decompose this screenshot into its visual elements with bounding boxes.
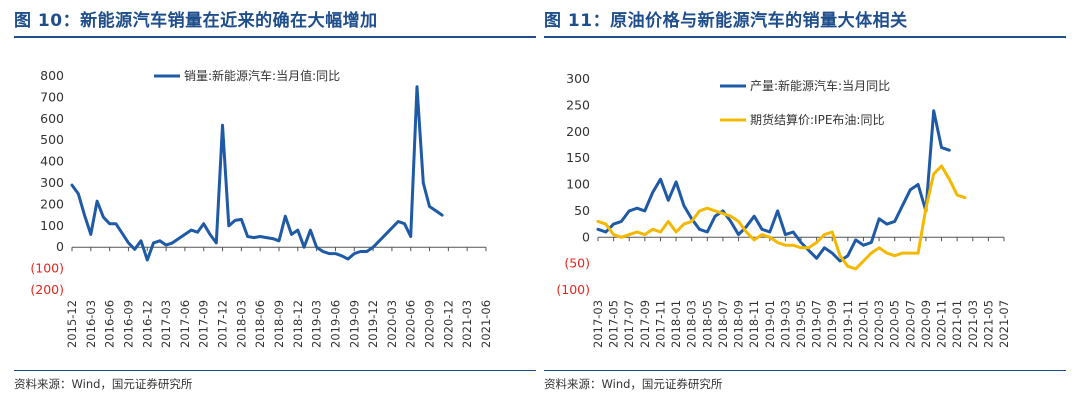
figure-11-title-rule [544, 36, 1066, 38]
x-tick-label: 2020-03 [872, 300, 886, 348]
x-tick-label: 2021-05 [981, 300, 995, 348]
y-tick-label: (100) [30, 261, 64, 276]
series-line-1 [596, 164, 967, 271]
legend-label: 销量:新能源汽车:当月值:同比 [184, 68, 340, 83]
y-tick-label: 300 [40, 175, 64, 190]
x-tick-label: 2016-09 [121, 300, 135, 348]
y-tick-label: 500 [40, 132, 64, 147]
x-tick-label: 2019-07 [810, 300, 824, 348]
x-tick-label: 2019-12 [366, 300, 380, 348]
x-tick-label: 2018-12 [291, 300, 305, 348]
y-tick-label: 200 [566, 124, 590, 139]
series-line-0 [596, 109, 951, 263]
figure-11-title: 图 11：原油价格与新能源汽车的销量大体相关 [544, 11, 908, 31]
x-tick-label: 2018-09 [272, 300, 286, 348]
x-tick-label: 2018-03 [234, 300, 248, 348]
series-line-0 [70, 85, 444, 262]
y-tick-label: (100) [556, 282, 590, 297]
y-tick-label: 150 [566, 150, 590, 165]
x-tick-label: 2017-09 [638, 300, 652, 348]
x-tick-label: 2020-06 [404, 300, 418, 348]
x-tick-label: 2021-01 [950, 300, 964, 348]
x-tick-label: 2020-07 [903, 300, 917, 348]
y-tick-label: 100 [40, 218, 64, 233]
y-tick-label: (50) [564, 256, 590, 271]
x-tick-label: 2018-11 [747, 300, 761, 348]
y-tick-label: 0 [582, 229, 590, 244]
x-tick-label: 2018-05 [700, 300, 714, 348]
y-tick-label: 800 [40, 68, 64, 83]
x-tick-label: 2018-01 [669, 300, 683, 348]
x-tick-label: 2016-12 [140, 300, 154, 348]
y-tick-label: 400 [40, 154, 64, 169]
x-tick-label: 2017-11 [653, 300, 667, 348]
figure-10-bottom-rule [14, 370, 536, 371]
figure-10-source: 资料来源：Wind，国元证券研究所 [14, 377, 193, 391]
x-tick-label: 2019-09 [347, 300, 361, 348]
x-tick-label: 2021-06 [479, 300, 493, 348]
x-tick-label: 2019-03 [310, 300, 324, 348]
x-tick-label: 2019-01 [763, 300, 777, 348]
x-tick-label: 2018-07 [716, 300, 730, 348]
legend-label: 产量:新能源汽车:当月同比 [750, 78, 890, 93]
y-tick-label: 200 [40, 196, 64, 211]
y-tick-label: 300 [566, 71, 590, 86]
y-tick-label: 600 [40, 111, 64, 126]
x-tick-label: 2017-03 [591, 300, 605, 348]
y-tick-label: 50 [574, 203, 590, 218]
figure-11-panel: 图 11：原油价格与新能源汽车的销量大体相关 (100) (50) 0 50 100 15… [544, 0, 1070, 405]
y-tick-label: 0 [56, 239, 64, 254]
x-tick-label: 2017-12 [216, 300, 230, 348]
y-tick-label: (200) [30, 282, 64, 297]
y-tick-label: 700 [40, 89, 64, 104]
x-tick-label: 2020-11 [935, 300, 949, 348]
x-tick-label: 2017-07 [622, 300, 636, 348]
x-tick-label: 2019-09 [825, 300, 839, 348]
x-tick-label: 2021-03 [460, 300, 474, 348]
x-tick-label: 2018-06 [253, 300, 267, 348]
y-tick-label: 100 [566, 177, 590, 192]
legend-label: 期货结算价:IPE布油:同比 [750, 112, 884, 127]
x-tick-label: 2021-03 [966, 300, 980, 348]
x-tick-label: 2020-03 [385, 300, 399, 348]
x-tick-label: 2019-06 [328, 300, 342, 348]
figure-10-title-rule [14, 36, 536, 38]
x-tick-label: 2016-06 [103, 300, 117, 348]
figure-10-chart: (200) (100) 0 100 200 300 400 500 600 700 800 2015-… [30, 68, 493, 348]
x-tick-label: 2020-01 [856, 300, 870, 348]
x-tick-label: 2019-05 [794, 300, 808, 348]
x-tick-label: 2017-09 [197, 300, 211, 348]
x-tick-label: 2020-09 [919, 300, 933, 348]
x-tick-label: 2017-03 [159, 300, 173, 348]
figure-11-source: 资料来源：Wind，国元证券研究所 [544, 377, 723, 391]
x-tick-label: 2020-05 [888, 300, 902, 348]
x-tick-label: 2019-11 [841, 300, 855, 348]
figure-10-title: 图 10：新能源汽车销量在近来的确在大幅增加 [14, 11, 378, 31]
figure-10-panel: 图 10：新能源汽车销量在近来的确在大幅增加 (200) (100) 0 100 200… [14, 0, 540, 405]
x-tick-label: 2019-03 [778, 300, 792, 348]
x-tick-label: 2020-12 [441, 300, 455, 348]
x-tick-label: 2016-03 [84, 300, 98, 348]
x-tick-label: 2020-09 [423, 300, 437, 348]
figure-11-bottom-rule [544, 370, 1066, 371]
x-tick-label: 2017-05 [607, 300, 621, 348]
x-tick-label: 2018-09 [732, 300, 746, 348]
y-tick-label: 250 [566, 97, 590, 112]
x-tick-label: 2021-07 [997, 300, 1011, 348]
x-tick-label: 2015-12 [65, 300, 79, 348]
x-tick-label: 2018-03 [685, 300, 699, 348]
x-tick-label: 2017-06 [178, 300, 192, 348]
